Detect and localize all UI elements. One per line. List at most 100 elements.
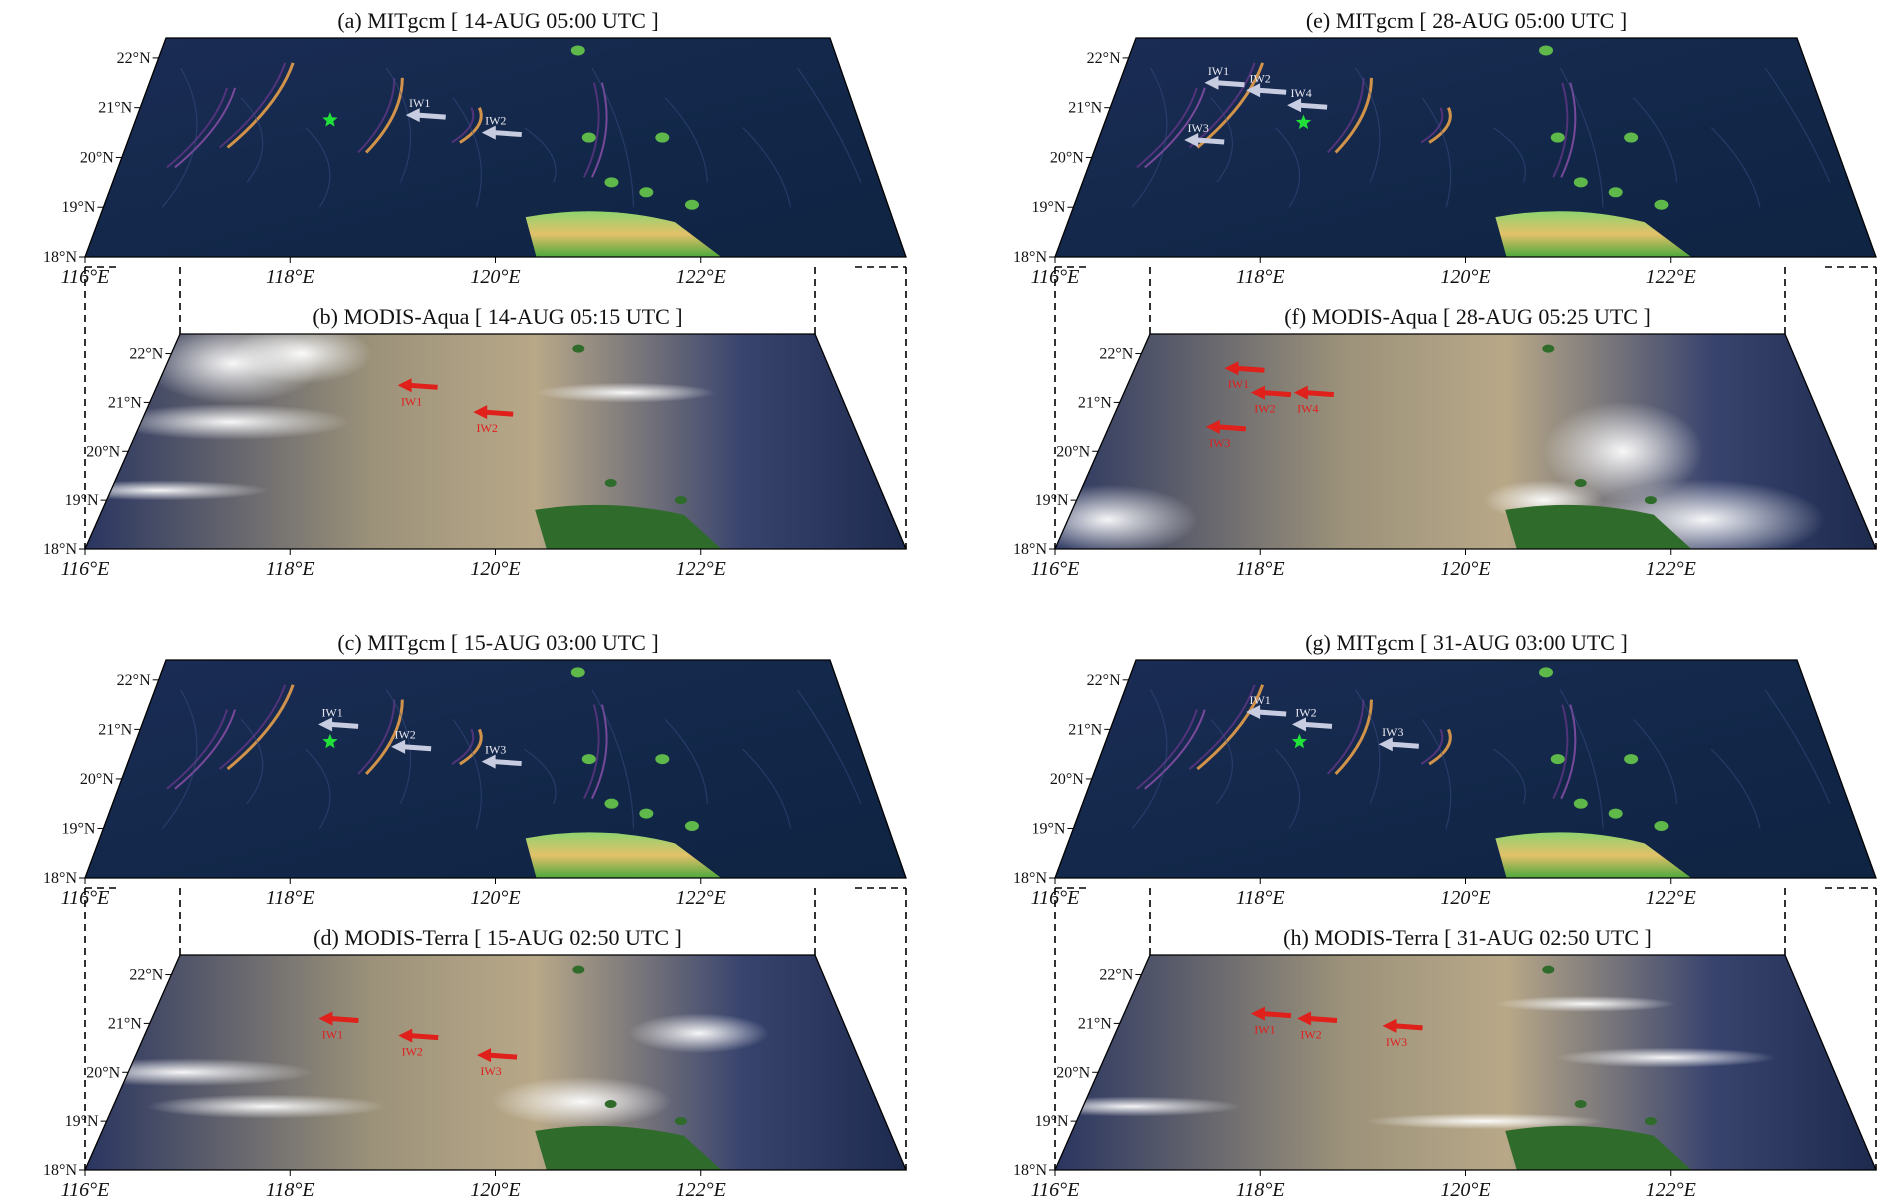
arrow-iw4: IW4 xyxy=(1287,86,1328,113)
cloud xyxy=(231,334,372,384)
island xyxy=(674,496,687,505)
island xyxy=(684,199,699,210)
arrow-iw1: IW1 xyxy=(1204,64,1245,90)
wave-front xyxy=(305,748,331,829)
luzon-landmass xyxy=(1505,504,1692,549)
panel-d: IW1 IW2 IW3 (d) MODIS-Terra [ 15-AUG 02:50 … xyxy=(43,925,907,1201)
arrow-iw2: IW2 xyxy=(473,405,514,435)
lat-tick-label: 22°N xyxy=(117,50,151,67)
wave-front xyxy=(218,684,287,770)
wave-label: IW2 xyxy=(1249,71,1270,85)
wave-front xyxy=(1764,67,1831,183)
island xyxy=(1542,344,1555,353)
lat-tick-label: 20°N xyxy=(80,771,114,788)
island xyxy=(639,187,654,198)
lon-tick-label: 122°E xyxy=(1646,266,1696,288)
wave-front xyxy=(166,87,229,169)
panel-frame xyxy=(84,659,907,879)
cloud xyxy=(628,1013,769,1054)
wave-front xyxy=(591,689,635,829)
island xyxy=(1654,820,1669,831)
island xyxy=(604,177,619,188)
lon-tick-label: 120°E xyxy=(470,1179,520,1201)
island xyxy=(684,820,699,831)
island xyxy=(1644,496,1657,505)
luzon-landmass xyxy=(535,1125,722,1170)
lat-tick-label: 19°N xyxy=(65,492,99,509)
wave-front xyxy=(357,77,396,154)
wave-label: IW3 xyxy=(480,1064,501,1078)
wave-label: IW2 xyxy=(1295,705,1316,719)
wave-front xyxy=(240,719,264,805)
island xyxy=(604,1100,617,1109)
wave-front xyxy=(1421,719,1452,829)
station-star-marker xyxy=(1295,114,1312,130)
lon-tick-label: 116°E xyxy=(61,887,110,909)
lat-tick-label: 22°N xyxy=(1099,967,1133,984)
wave-front xyxy=(1354,689,1381,804)
arrow-iw1: IW1 xyxy=(318,705,359,732)
lat-tick-label: 20°N xyxy=(86,443,120,460)
station-star-marker xyxy=(322,733,338,749)
lon-tick-label: 122°E xyxy=(1646,1179,1696,1201)
island xyxy=(1574,1100,1587,1109)
island xyxy=(1539,667,1554,678)
arrow-iw1: IW1 xyxy=(1246,693,1287,720)
lon-tick-label: 116°E xyxy=(1031,558,1080,580)
panel-title: (d) MODIS-Terra [ 15-AUG 02:50 UTC ] xyxy=(313,925,682,950)
wave-front xyxy=(1136,709,1198,790)
lat-tick-label: 19°N xyxy=(1035,1113,1069,1130)
lon-tick-label: 122°E xyxy=(1646,887,1696,909)
wave-label: IW2 xyxy=(477,421,498,435)
lon-tick-label: 116°E xyxy=(1031,1179,1080,1201)
wave-front xyxy=(174,87,237,169)
lon-tick-label: 116°E xyxy=(1031,266,1080,288)
station-star-marker xyxy=(1291,733,1308,749)
arrow-iw3: IW3 xyxy=(1378,725,1419,752)
panel-title: (b) MODIS-Aqua [ 14-AUG 05:15 UTC ] xyxy=(312,304,682,329)
wave-label: IW1 xyxy=(322,1028,343,1042)
wave-front xyxy=(1274,127,1301,208)
arrow-iw3: IW3 xyxy=(1205,419,1246,450)
wave-front xyxy=(1354,67,1381,183)
lon-tick-label: 122°E xyxy=(676,558,726,580)
island xyxy=(570,667,585,678)
panel-frame xyxy=(1054,659,1877,879)
cloud xyxy=(1365,1113,1606,1130)
wave-front xyxy=(385,67,412,183)
arrow-iw2: IW2 xyxy=(1291,705,1333,732)
wave-front xyxy=(452,719,482,829)
arrow-iw1: IW1 xyxy=(397,378,438,408)
lat-tick-label: 18°N xyxy=(43,249,77,266)
lat-tick-label: 18°N xyxy=(1013,1162,1047,1179)
lon-tick-label: 118°E xyxy=(266,558,315,580)
island xyxy=(570,45,585,56)
wave-front xyxy=(459,728,483,766)
wave-front xyxy=(451,728,475,765)
zoom-connector xyxy=(84,887,907,1170)
wave-front xyxy=(1633,97,1678,183)
wave-front xyxy=(1633,719,1678,804)
island xyxy=(1573,798,1588,809)
cloud xyxy=(535,382,716,403)
lat-tick-label: 22°N xyxy=(1087,672,1121,689)
lat-tick-label: 18°N xyxy=(1013,249,1047,266)
wave-front xyxy=(582,82,600,178)
wave-label: IW2 xyxy=(485,114,506,128)
arrow-iw3: IW3 xyxy=(1382,1018,1423,1049)
lat-tick-label: 21°N xyxy=(1078,394,1112,411)
wave-label: IW2 xyxy=(402,1045,423,1059)
panel-f: IW1 IW2 IW3 IW4 (f) MODIS-Aqua [ 28-AUG 05:2… xyxy=(1013,304,1877,580)
lon-tick-label: 122°E xyxy=(676,1179,726,1201)
wave-label: IW1 xyxy=(1254,1023,1275,1037)
wave-front xyxy=(1559,67,1604,208)
lat-tick-label: 19°N xyxy=(1035,492,1069,509)
zoom-connector xyxy=(1054,887,1877,1170)
wave-front xyxy=(451,107,475,144)
panel-b: IW1 IW2 (b) MODIS-Aqua [ 14-AUG 05:15 UTC … xyxy=(43,304,907,580)
lat-tick-label: 22°N xyxy=(129,967,163,984)
island xyxy=(1624,132,1639,143)
lat-tick-label: 20°N xyxy=(86,1064,120,1081)
wave-front xyxy=(1334,699,1373,775)
lon-tick-label: 122°E xyxy=(1646,558,1696,580)
